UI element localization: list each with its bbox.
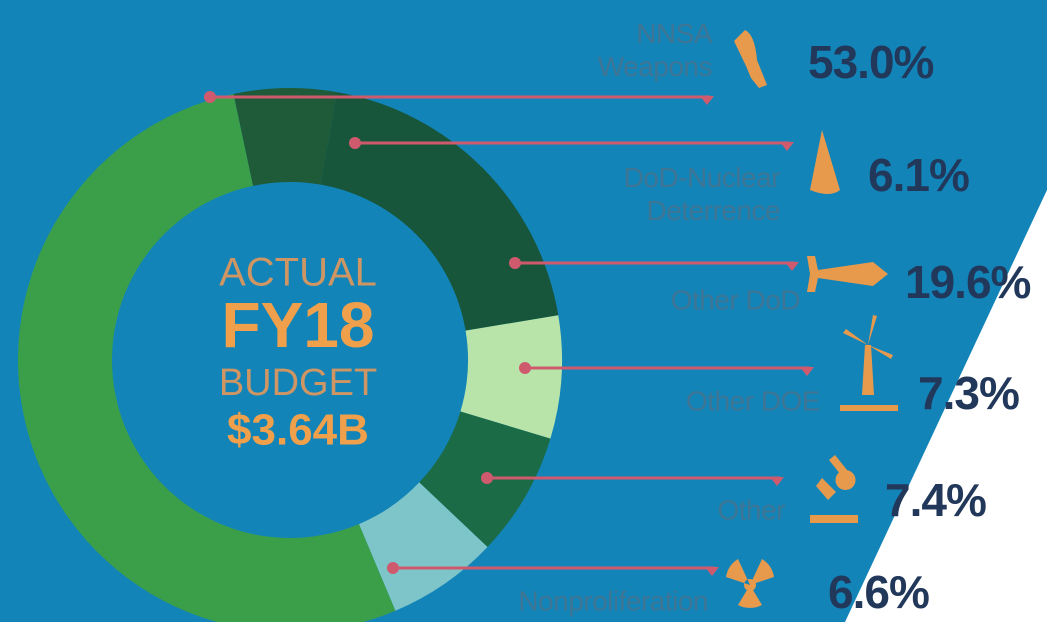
- value-label: 6.1%: [868, 149, 970, 201]
- turbine-icon: [840, 315, 898, 411]
- radiation-icon: [726, 559, 774, 608]
- leader-arrow: [785, 262, 799, 271]
- leader-arrow: [770, 477, 784, 486]
- donut-segment: [358, 482, 488, 611]
- jet-icon: [807, 256, 888, 292]
- value-label: 53.0%: [808, 36, 934, 88]
- value-label: 7.4%: [885, 474, 987, 526]
- category-label: Nonproliferation: [518, 585, 708, 617]
- leader-dot: [519, 362, 531, 374]
- leader-arrow: [780, 142, 794, 151]
- rocket-icon: [734, 30, 767, 88]
- icons: [726, 30, 898, 608]
- category-label: NNSA Weapons: [597, 18, 713, 82]
- donut-segment: [18, 93, 396, 622]
- leader-dot: [509, 257, 521, 269]
- leader-arrow: [705, 567, 719, 576]
- donut-segment: [233, 88, 338, 186]
- center-text: FY18: [222, 289, 375, 361]
- center-text: BUDGET: [219, 362, 377, 404]
- leader-arrow: [800, 367, 814, 376]
- center-text: $3.64B: [227, 406, 369, 455]
- value-label: 19.6%: [905, 256, 1031, 308]
- category-label: Other DoD: [670, 284, 801, 316]
- value-label: 7.3%: [918, 367, 1020, 419]
- background-corner: [845, 190, 1047, 622]
- donut-segment: [460, 315, 563, 439]
- leader-arrow: [700, 96, 714, 105]
- category-label: DoD-Nuclear Deterrence: [623, 162, 781, 226]
- category-label: Other: [717, 494, 785, 526]
- leader-dot: [387, 562, 399, 574]
- leader-dot: [481, 472, 493, 484]
- center-text: ACTUAL: [219, 251, 377, 295]
- value-label: 6.6%: [828, 566, 930, 618]
- microscope-icon: [810, 455, 858, 523]
- leader-dot: [349, 137, 361, 149]
- leader-dot: [204, 91, 216, 103]
- cone-icon: [810, 130, 840, 194]
- donut-segment: [320, 92, 559, 331]
- category-label: Other DOE: [686, 385, 820, 417]
